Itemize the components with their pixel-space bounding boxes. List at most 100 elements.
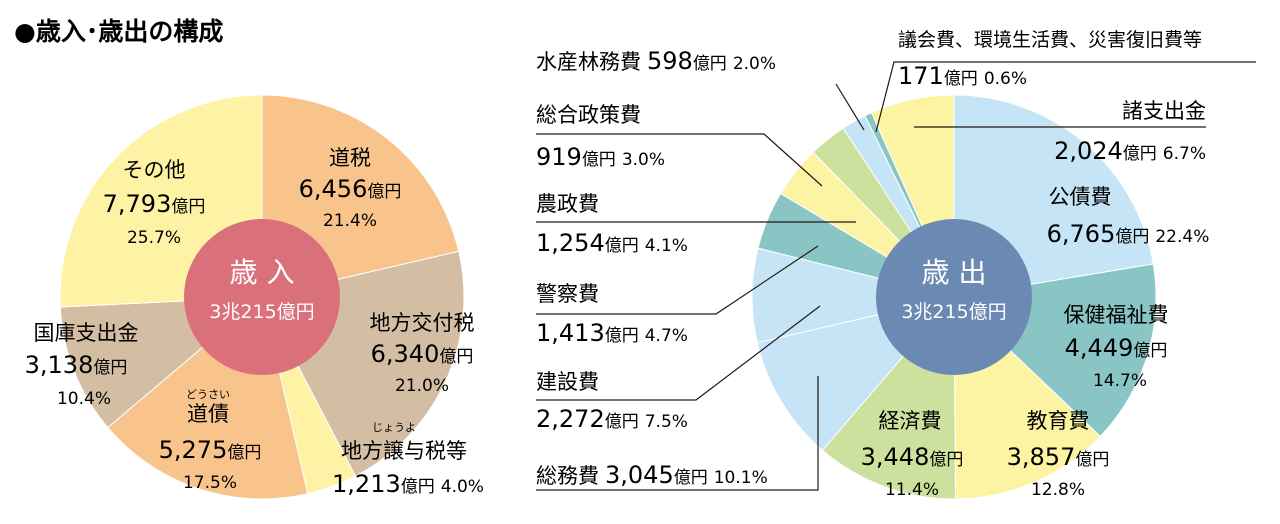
exp-label-shoshishutsukin: 諸支出金 2,024億円 6.7% [1054,99,1206,165]
slice-percent: 25.7% [127,228,181,248]
slice-unit: 億円 [401,477,435,497]
rev-label-sonota: その他 7,793億円 25.7% [103,158,206,248]
slice-name: 農政費 [536,192,599,216]
slice-name: 道債 [187,402,229,426]
slice-name: 地方交付税 [370,311,475,335]
exp-label-nouseihi: 農政費 1,254億円 4.1% [536,192,688,257]
rev-label-dousai: どうさい 道債 5,275億円 17.5% [159,388,262,493]
slice-percent: 10.1% [714,468,768,488]
slice-value: 6,340 [371,340,440,368]
expenditure-center-total: 3兆215億円 [901,301,1006,323]
leader-suisan [835,83,865,131]
slice-percent: 4.0% [441,477,484,497]
slice-value: 1,213 [332,470,401,498]
slice-name: 国庫支出金 [34,321,139,345]
slice-value: 1,254 [536,229,605,257]
slice-unit: 億円 [1115,227,1149,247]
slice-unit: 億円 [171,197,205,217]
slice-amount: 6,456億円 [299,175,402,203]
slice-percent: 21.0% [395,376,449,396]
slice-amount: 7,793億円 [103,190,206,218]
slice-value: 3,857 [1007,443,1076,471]
slice-amount: 1,413億円 4.7% [536,319,688,347]
slice-name: 議会費、環境生活費、災害復旧費等 [898,29,1202,51]
slice-percent: 7.5% [645,412,688,432]
exp-label-kyouikuhi: 教育費 3,857億円 12.8% [1007,409,1110,500]
slice-unit: 億円 [944,69,978,89]
slice-unit: 億円 [582,150,616,170]
slice-value: 7,793 [103,190,172,218]
slice-unit: 億円 [1133,341,1167,361]
slice-unit: 億円 [605,236,639,256]
slice-unit: 億円 [929,450,963,470]
revenue-center-total: 3兆215億円 [209,301,314,323]
leader-kensetsu [536,305,821,401]
revenue-center-label: 歳 入 [230,256,295,289]
slice-name: 建設費 [536,370,599,394]
slice-name: 公債費 [1049,185,1112,209]
slice-percent: 6.7% [1163,144,1206,164]
exp-label-kousaihi: 公債費 6,765億円 22.4% [1047,185,1210,248]
slice-value: 1,413 [536,319,605,347]
slice-amount: 171億円 0.6% [898,62,1027,90]
slice-amount: 5,275億円 [159,436,262,464]
slice-name: 道税 [329,146,371,170]
slice-unit: 億円 [605,412,639,432]
leader-gikai [875,61,1256,133]
slice-value: 3,138 [25,351,94,379]
slice-amount: 4,449億円 [1065,334,1168,362]
slice-name: 地方譲与税等 [341,439,467,463]
slice-unit: 億円 [1123,144,1157,164]
slice-amount: 2,024億円 6.7% [1054,137,1206,165]
slice-amount: 1,254億円 4.1% [536,229,688,257]
slice-value: 2,024 [1054,137,1123,165]
slice-value: 598 [647,47,693,75]
slice-value: 6,765 [1047,220,1116,248]
figure-title: ●歳入･歳出の構成 [14,17,223,46]
slice-percent: 2.0% [733,54,776,74]
slice-value: 3,448 [861,443,930,471]
slice-value: 6,456 [299,175,368,203]
exp-label-keizaihi: 経済費 3,448億円 11.4% [861,409,964,500]
leader-soumu [536,376,819,491]
slice-name: 警察費 [536,282,599,306]
slice-amount: 6,340億円 [371,340,474,368]
exp-label-keisatsuhi: 警察費 1,413億円 4.7% [536,282,688,347]
slice-name: 総務費 [536,464,599,488]
exp-label-sougou-seisakuhi: 総合政策費 919億円 3.0% [536,103,665,171]
expenditure-center-circle [876,219,1032,375]
slice-line: 総務費 3,045億円 10.1% [536,461,768,489]
exp-label-soumuhi: 総務費 3,045億円 10.1% [536,461,768,489]
slice-unit: 億円 [439,347,473,367]
slice-line: 水産林務費 598億円 2.0% [536,47,776,75]
slice-name: 教育費 [1027,409,1090,433]
rev-label-chihou-koufuzei: 地方交付税 6,340億円 21.0% [370,311,475,396]
slice-amount: 3,857億円 [1007,443,1110,471]
exp-label-kensetsuhi: 建設費 2,272億円 7.5% [536,370,688,433]
slice-value: 3,045 [605,461,674,489]
slice-unit: 億円 [693,54,727,74]
slice-value: 2,272 [536,405,605,433]
exp-label-hoken-fukushihi: 保健福祉費 4,449億円 14.7% [1064,303,1169,391]
slice-percent: 17.5% [183,473,237,493]
slice-name: 保健福祉費 [1064,303,1169,327]
slice-unit: 億円 [674,468,708,488]
rev-label-douzei: 道税 6,456億円 21.4% [299,146,402,231]
slice-percent: 4.1% [645,236,688,256]
slice-name: 水産林務費 [536,50,641,74]
leader-keisatsu [536,245,819,315]
leader-sougou [536,133,823,187]
slice-amount: 919億円 3.0% [536,143,665,171]
slice-percent: 10.4% [57,389,111,409]
expenditure-center-label: 歳 出 [922,256,987,289]
slice-unit: 億円 [1075,450,1109,470]
slice-value: 919 [536,143,582,171]
revenue-center-circle [184,219,340,375]
exp-label-gikaihi-etc: 議会費、環境生活費、災害復旧費等 171億円 0.6% [898,29,1202,90]
slice-percent: 4.7% [645,326,688,346]
slice-name: 諸支出金 [1122,99,1206,123]
slice-amount: 3,138億円 [25,351,128,379]
slice-name: 総合政策費 [536,103,641,127]
